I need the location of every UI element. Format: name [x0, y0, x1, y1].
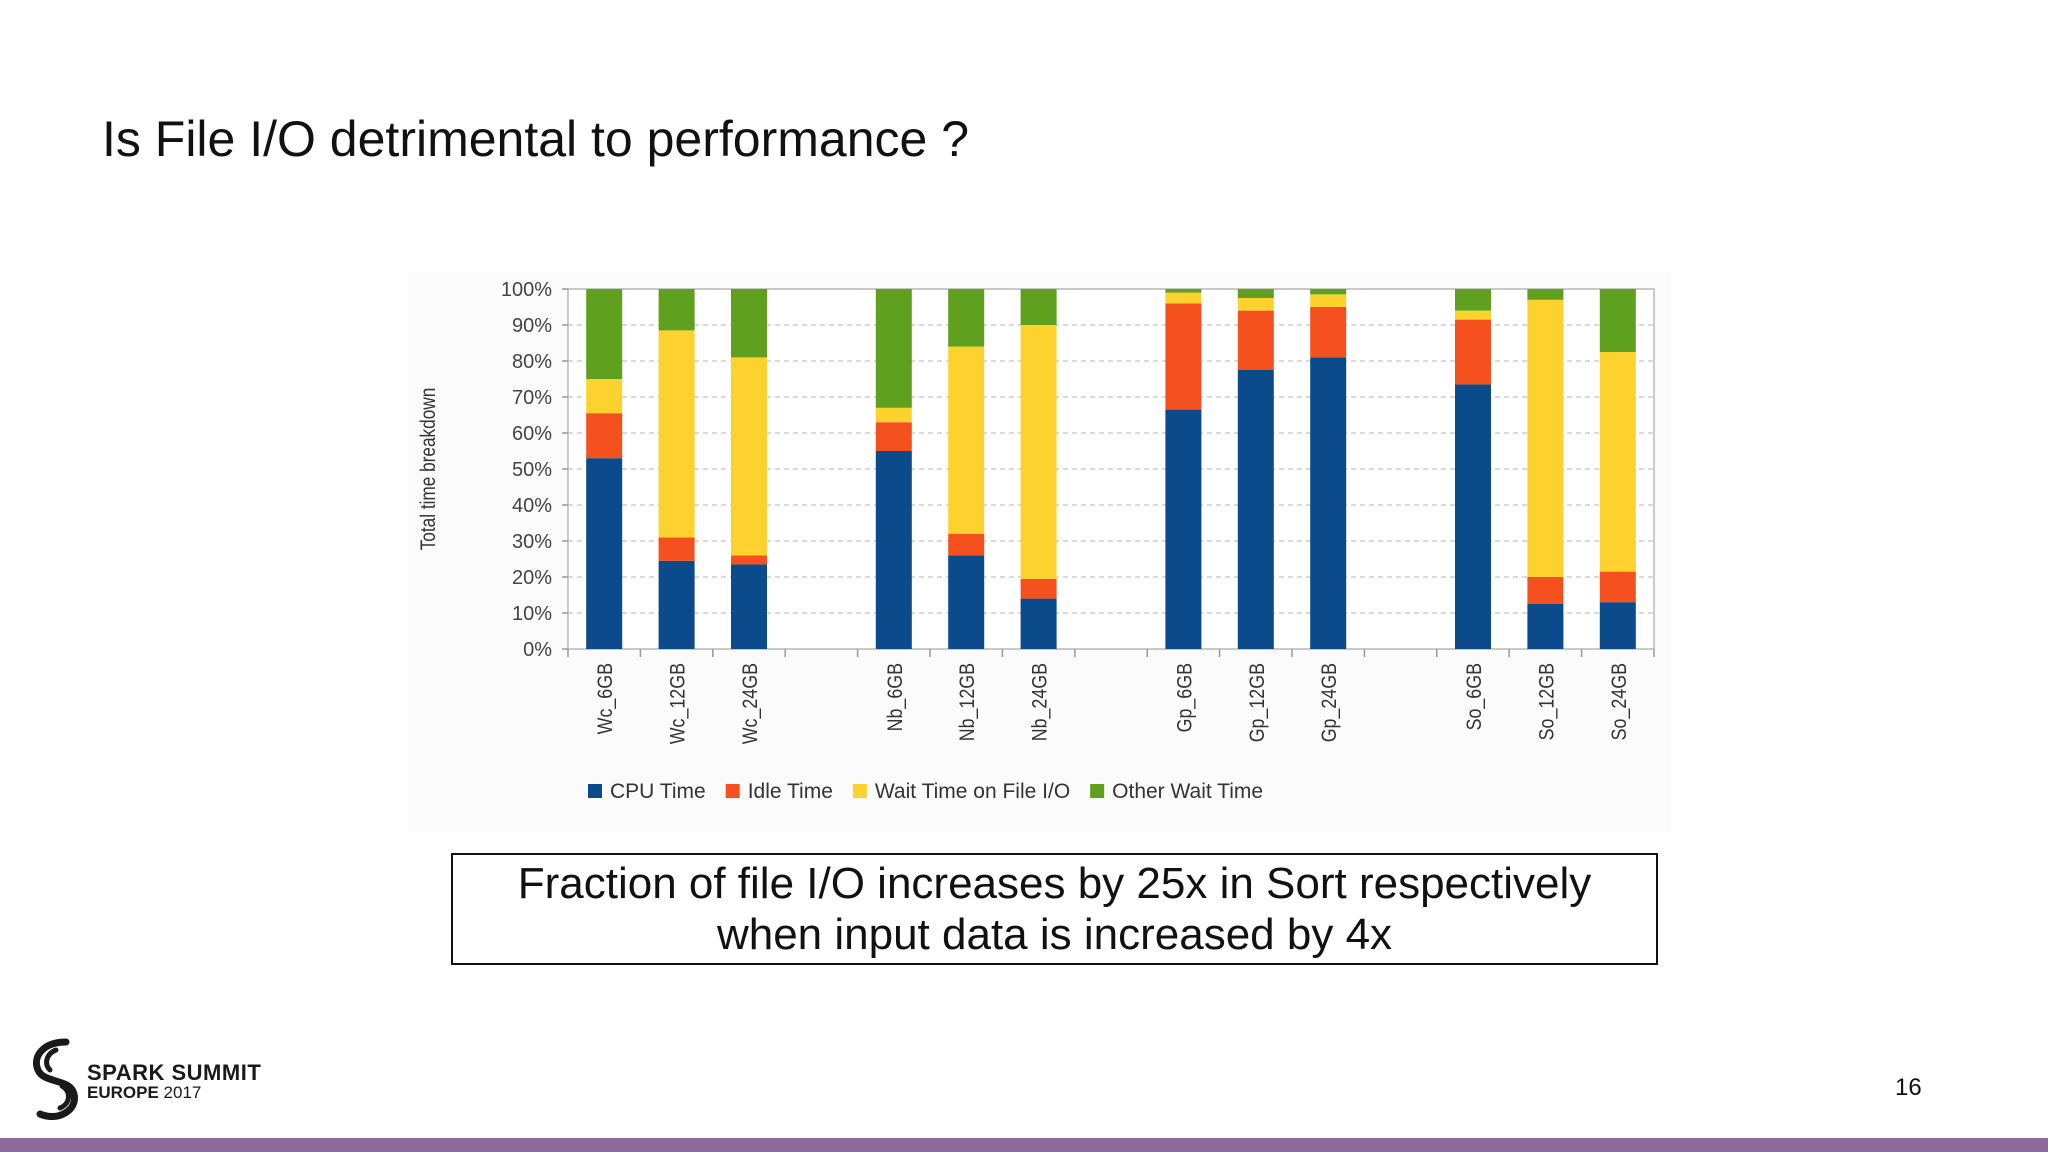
chart-panel: 0% 10% 20% 30% 40% 50% 60% 70% 80% 90% 100% Total t… [408, 272, 1670, 832]
x-tick-label: Nb_24GB [1028, 663, 1052, 741]
logo-subtitle: EUROPE 2017 [87, 1083, 201, 1103]
y-tick-label: 70% [512, 387, 552, 409]
x-tick-label: Nb_12GB [956, 663, 980, 741]
page-number: 16 [1895, 1074, 1922, 1101]
spark-summit-logo-icon [33, 1038, 78, 1120]
bar-segment-cpu-time [1455, 384, 1491, 649]
callout-box: Fraction of file I/O increases by 25x in… [451, 853, 1658, 965]
bar-segment-wait-time-on-file-i-o [948, 346, 985, 534]
bar-segment-other-wait-time [1599, 289, 1636, 352]
bar-segment-cpu-time [1165, 409, 1202, 649]
legend-label: Other Wait Time [1112, 780, 1263, 803]
bar-segment-wait-time-on-file-i-o [1310, 294, 1347, 307]
slide-title: Is File I/O detrimental to performance ? [102, 111, 970, 167]
stacked-bar-chart: 0% 10% 20% 30% 40% 50% 60% 70% 80% 90% 100% Total t… [418, 279, 1655, 803]
bar-segment-cpu-time [1527, 604, 1564, 649]
bar-segment-other-wait-time [948, 289, 985, 347]
bar-segment-wait-time-on-file-i-o [1527, 299, 1564, 577]
x-tick-label: Wc_6GB [594, 663, 618, 734]
bar-segment-idle-time [875, 422, 912, 451]
bar-segment-other-wait-time [1020, 289, 1057, 325]
bar-segment-other-wait-time [658, 289, 695, 331]
bar-segment-idle-time [1455, 319, 1491, 385]
bar-segment-idle-time [948, 533, 985, 556]
x-tick-label: So_6GB [1463, 663, 1487, 730]
legend-label: Idle Time [748, 780, 833, 803]
bar-segment-other-wait-time [731, 289, 767, 358]
bar-segment-cpu-time [658, 560, 695, 649]
bar-segment-cpu-time [731, 564, 767, 649]
y-tick-label: 90% [512, 315, 552, 337]
bar-segment-cpu-time [948, 555, 985, 649]
x-tick-label: Gp_12GB [1245, 663, 1269, 742]
bar-segment-wait-time-on-file-i-o [1165, 292, 1202, 304]
y-tick-label: 50% [512, 459, 552, 481]
legend-swatch [588, 784, 602, 798]
bar-segment-idle-time [586, 413, 623, 459]
callout-line-1: Fraction of file I/O increases by 25x in… [517, 859, 1592, 908]
bar-segment-other-wait-time [586, 289, 623, 379]
bar-segment-other-wait-time [875, 289, 912, 408]
bar-segment-other-wait-time [1455, 289, 1491, 311]
bar-segment-other-wait-time [1527, 289, 1564, 300]
bar-segment-idle-time [1237, 310, 1274, 370]
bar-segment-idle-time [1020, 578, 1057, 599]
y-tick-label: 40% [512, 495, 552, 517]
y-axis-label: Total time breakdown [418, 388, 441, 551]
x-tick-label: So_24GB [1607, 663, 1631, 740]
bar-segment-wait-time-on-file-i-o [586, 379, 623, 414]
bar-segment-other-wait-time [1310, 289, 1347, 295]
bar-segment-other-wait-time [1165, 289, 1202, 293]
x-tick-label: So_12GB [1535, 663, 1559, 740]
bar-segment-idle-time [658, 537, 695, 561]
x-tick-label: Nb_6GB [883, 663, 907, 731]
bar-segment-cpu-time [1020, 598, 1057, 649]
bar-segment-wait-time-on-file-i-o [1237, 298, 1274, 311]
bar-segment-cpu-time [1237, 370, 1274, 649]
y-tick-label: 60% [512, 423, 552, 445]
bar-segment-wait-time-on-file-i-o [1455, 310, 1491, 320]
y-tick-label: 80% [512, 351, 552, 373]
legend-swatch [725, 784, 740, 798]
legend-swatch [1090, 784, 1105, 798]
callout-line-2: when input data is increased by 4x [716, 910, 1393, 959]
bar-segment-wait-time-on-file-i-o [658, 330, 695, 538]
y-tick-label: 30% [512, 531, 552, 553]
legend-label: CPU Time [610, 780, 706, 803]
bar-segment-cpu-time [875, 451, 912, 649]
bar-segment-wait-time-on-file-i-o [1599, 352, 1636, 572]
bar-segment-cpu-time [586, 458, 623, 649]
footer-accent-bar [0, 1138, 2048, 1152]
bar-segment-wait-time-on-file-i-o [731, 357, 767, 556]
logo-year: 2017 [163, 1083, 202, 1102]
x-tick-label: Gp_24GB [1318, 663, 1342, 742]
x-tick-label: Wc_24GB [739, 663, 763, 744]
x-tick-label: Gp_6GB [1173, 663, 1197, 732]
legend-label: Wait Time on File I/O [875, 780, 1070, 803]
x-tick-label: Wc_12GB [666, 663, 690, 744]
y-tick-label: 20% [512, 567, 552, 589]
bar-segment-wait-time-on-file-i-o [875, 407, 912, 423]
bar-segment-idle-time [1599, 571, 1636, 603]
bar-segment-cpu-time [1310, 357, 1347, 649]
bar-segment-idle-time [731, 555, 767, 565]
y-tick-label: 100% [501, 279, 552, 301]
bar-segment-idle-time [1310, 307, 1347, 358]
bar-segment-idle-time [1165, 303, 1202, 410]
logo-title: SPARK SUMMIT [87, 1060, 262, 1085]
bar-segment-cpu-time [1599, 602, 1636, 649]
bar-segment-idle-time [1527, 577, 1564, 604]
bar-segment-wait-time-on-file-i-o [1020, 325, 1057, 579]
logo-event: EUROPE [87, 1083, 159, 1102]
bar-segment-other-wait-time [1237, 289, 1274, 298]
y-tick-label: 10% [512, 603, 552, 625]
y-tick-label: 0% [523, 639, 552, 661]
legend-swatch [852, 784, 867, 798]
